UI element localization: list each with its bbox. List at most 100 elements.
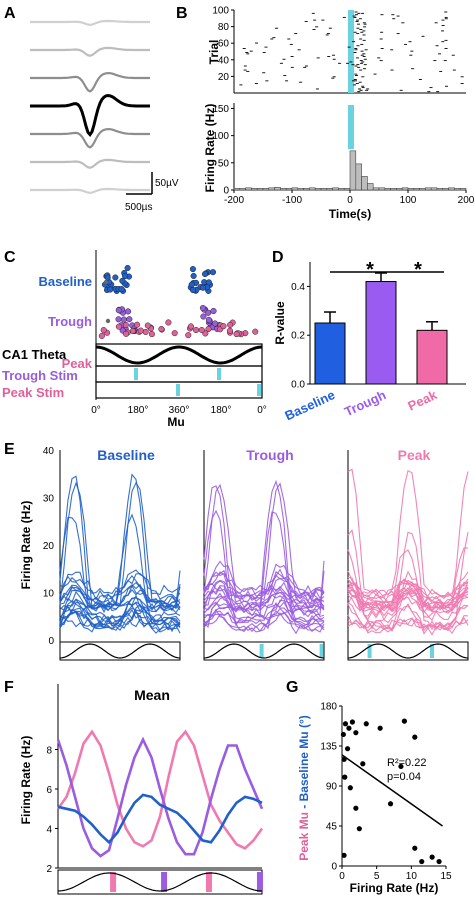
baseline-dot xyxy=(189,287,197,294)
rvalue-category-label: Baseline xyxy=(282,387,337,423)
psth-bar xyxy=(245,187,252,191)
e-cell-trace xyxy=(347,547,469,618)
e-stim-pulse xyxy=(430,644,434,658)
peak-dot xyxy=(187,323,194,330)
e-cell-trace xyxy=(347,576,469,613)
panel-a-label: A xyxy=(4,5,16,22)
waveform-stack xyxy=(30,19,150,195)
psth-bar xyxy=(367,183,374,191)
e-cell-trace xyxy=(59,569,181,601)
trough-stim-pulse xyxy=(134,368,138,380)
baseline-dot xyxy=(107,286,114,293)
g-scatter-point xyxy=(349,719,355,725)
hist-x-label: Time(s) xyxy=(329,207,371,221)
g-scatter-point xyxy=(412,845,418,851)
significance-star: * xyxy=(366,259,374,281)
e-cell-trace xyxy=(59,610,181,633)
trough-dot xyxy=(126,316,133,323)
raster-y-tick-label: 100 xyxy=(212,6,229,17)
psth-bar xyxy=(396,188,403,191)
peak-dot xyxy=(171,330,178,337)
g-x-label: Firing Rate (Hz) xyxy=(350,881,439,895)
g-scatter-points xyxy=(340,718,442,865)
f-mean-line xyxy=(56,729,264,850)
phase-x-ticks: 0° 180° 360° 180° 0° xyxy=(91,405,267,416)
f-y-tick-label: 4 xyxy=(46,825,52,836)
e-cell-trace xyxy=(347,468,469,599)
g-x-tick-label: 15 xyxy=(440,871,452,882)
e-cell-trace xyxy=(347,578,469,600)
raster-stim-band xyxy=(348,10,354,93)
peak-dot xyxy=(122,321,129,328)
psth-bar xyxy=(349,150,357,191)
g-y-tick-label: 90 xyxy=(326,782,338,793)
g-scatter-point xyxy=(356,826,362,832)
e-cell-trace xyxy=(347,529,469,631)
hist-y-tick-label: 50 xyxy=(218,158,230,169)
psth-bar xyxy=(338,188,345,191)
psth-bar xyxy=(407,188,415,191)
e-cell-trace xyxy=(203,601,325,627)
peak-stim-pulse xyxy=(257,384,261,396)
peak-dot xyxy=(158,325,165,333)
peak-dot xyxy=(233,331,240,338)
f-y-tick-label: 6 xyxy=(46,785,52,796)
stray-dot xyxy=(105,318,111,324)
hist-y-tick-label: 100 xyxy=(212,131,229,142)
f-y-ticks: 8 6 4 2 xyxy=(46,746,58,875)
significance-star: * xyxy=(414,259,422,281)
peak-dot xyxy=(165,319,172,326)
g-scatter-point xyxy=(377,725,383,731)
panel-f-label: F xyxy=(4,679,14,696)
peak-dot xyxy=(129,327,136,335)
psth-bar xyxy=(251,188,258,191)
psth-bar xyxy=(280,188,287,191)
waveform-trace xyxy=(30,71,150,93)
baseline-dot xyxy=(201,270,209,278)
hist-x-tick-label: 0 xyxy=(347,195,353,206)
g-scatter-point xyxy=(412,734,418,740)
time-scale-label: 500µs xyxy=(125,202,152,213)
psth-bar xyxy=(314,188,322,191)
hist-x-tick-label: -200 xyxy=(224,195,244,206)
trough-dot xyxy=(115,307,122,314)
e-cell-trace xyxy=(203,577,325,609)
psth-bar xyxy=(390,188,397,191)
g-scatter-point xyxy=(341,852,347,858)
rvalue-bar xyxy=(314,322,346,385)
psth-bar xyxy=(326,188,333,191)
e-cell-trace xyxy=(59,608,181,633)
e-cell-trace xyxy=(203,479,325,612)
ca1-theta-wave xyxy=(95,345,263,365)
peak-dot xyxy=(100,327,107,334)
raster-y-tick-label: 60 xyxy=(218,39,230,50)
e-y-tick-label: 30 xyxy=(43,494,55,505)
peak-dot xyxy=(192,326,200,334)
f-y-tick-label: 8 xyxy=(46,746,52,757)
e-subplot-title: Baseline xyxy=(97,447,155,463)
row-label-trough: Trough xyxy=(48,314,92,329)
waveform-trace xyxy=(30,93,150,138)
e-cell-trace xyxy=(59,589,181,609)
peak-dot xyxy=(205,325,212,333)
e-y-ticks: 40 30 20 10 0 xyxy=(43,446,55,647)
psth-bar xyxy=(361,176,368,191)
psth-bar xyxy=(262,188,270,191)
phase-x-tick-label: 0° xyxy=(91,405,101,416)
e-stim-pulse xyxy=(367,644,372,658)
hist-x-tick-label: 100 xyxy=(400,195,417,206)
trough-dot xyxy=(212,320,219,327)
e-cell-trace xyxy=(59,605,181,622)
psth-bar xyxy=(256,188,264,191)
trough-dot xyxy=(205,309,212,316)
f-stim-marker xyxy=(256,872,263,892)
baseline-dot xyxy=(124,264,131,272)
g-y-tick-label: 0 xyxy=(331,862,337,873)
phase-dots xyxy=(98,264,259,339)
psth-bar xyxy=(303,188,310,191)
hist-stim-band xyxy=(348,105,354,149)
f-y-label: Firing Rate (Hz) xyxy=(19,736,33,825)
psth-bar xyxy=(355,163,362,191)
phase-x-tick-label: 180° xyxy=(211,405,232,416)
